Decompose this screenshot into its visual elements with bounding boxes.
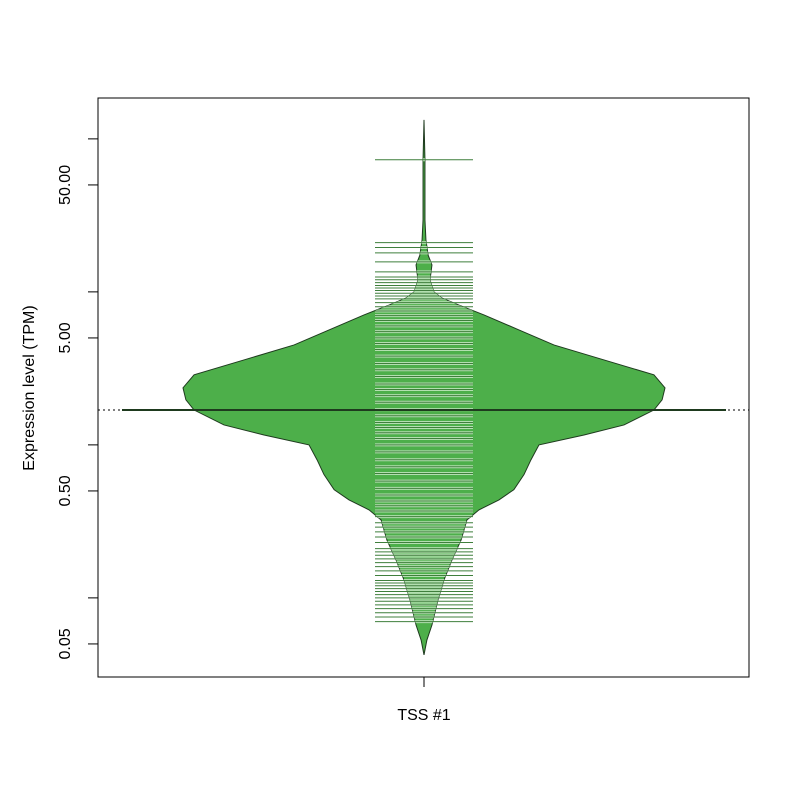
y-tick-label: 0.05 xyxy=(57,628,74,659)
y-tick-label: 0.50 xyxy=(57,475,74,506)
y-axis-label: Expression level (TPM) xyxy=(21,305,38,470)
y-tick-label: 50.00 xyxy=(57,165,74,205)
x-tick-label: TSS #1 xyxy=(397,707,450,724)
bean xyxy=(182,119,666,655)
y-tick-label: 5.00 xyxy=(57,322,74,353)
